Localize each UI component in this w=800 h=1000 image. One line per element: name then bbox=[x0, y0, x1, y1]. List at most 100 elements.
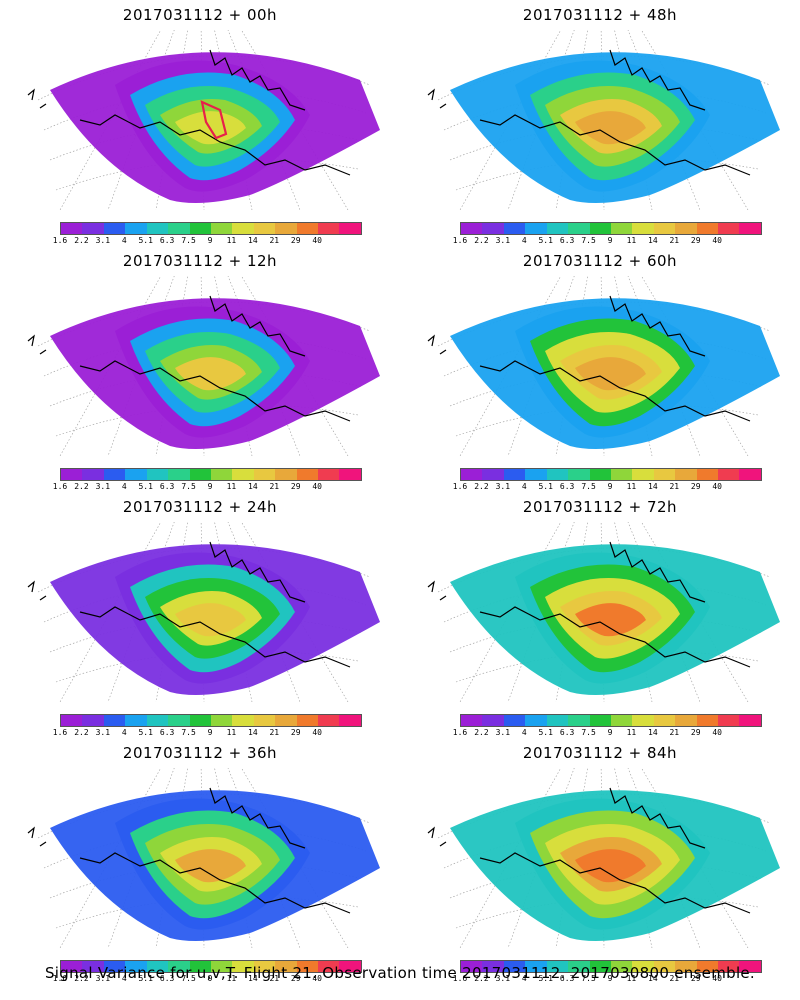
variance-contour-level bbox=[575, 849, 646, 883]
color-scale-ticks: 1.6 2.2 3.1 4 5.1 6.3 7.5 9 11 14 21 29 40 bbox=[53, 728, 360, 738]
color-swatch bbox=[589, 715, 611, 726]
color-swatch bbox=[546, 469, 569, 480]
color-swatch bbox=[653, 469, 676, 480]
panel-title: 2017031112 + 36h bbox=[122, 744, 278, 762]
color-scale-bar bbox=[60, 960, 362, 973]
color-swatch bbox=[546, 223, 569, 234]
color-swatch bbox=[103, 961, 126, 972]
color-scale-tick-label: 1.6 bbox=[452, 728, 468, 737]
color-scale-tick-label: 1.6 bbox=[452, 236, 468, 245]
forecast-panel-2: 2017031112 + 48h 1.6 2.2 3.1 4 5.1 6.3 7.5 9 11 1… bbox=[400, 0, 800, 246]
color-scale-tick-label: 7.5 bbox=[581, 482, 596, 491]
color-swatch bbox=[125, 223, 147, 234]
color-swatch bbox=[739, 715, 761, 726]
color-scale-tick-label: 21 bbox=[269, 974, 280, 983]
forecast-panel-1: 2017031112 + 00h 1.6 2.2 3.1 4 5.1 6.3 7.5 9 11 1… bbox=[0, 0, 400, 246]
color-scale-tick-label: 6.3 bbox=[559, 728, 575, 737]
color-scale-tick-label: 4 bbox=[121, 728, 127, 737]
color-scale-tick-label: 6.3 bbox=[559, 974, 575, 983]
color-scale-tick-label: 7.5 bbox=[181, 236, 196, 245]
variance-map bbox=[427, 276, 780, 456]
color-swatch bbox=[275, 469, 297, 480]
color-scale-tick-label: 4 bbox=[521, 974, 527, 983]
coastline bbox=[427, 88, 447, 109]
color-swatch bbox=[189, 469, 211, 480]
coastline bbox=[209, 541, 306, 603]
color-swatch bbox=[610, 469, 633, 480]
color-scale-ticks: 1.6 2.2 3.1 4 5.1 6.3 7.5 9 11 14 21 29 40 bbox=[453, 974, 760, 984]
color-scale-tick-label: 14 bbox=[248, 482, 258, 491]
color-scale-tick-label: 40 bbox=[312, 236, 322, 245]
color-swatch bbox=[103, 469, 126, 480]
color-scale-tick-label: 7.5 bbox=[581, 974, 596, 983]
color-swatch bbox=[482, 715, 504, 726]
variance-map bbox=[427, 522, 780, 702]
color-scale-tick-label: 21 bbox=[669, 236, 680, 245]
color-swatch bbox=[146, 469, 169, 480]
color-swatch bbox=[125, 961, 147, 972]
color-swatch bbox=[525, 223, 547, 234]
color-scale-tick-label: 4 bbox=[121, 974, 127, 983]
color-scale-tick-label: 14 bbox=[248, 728, 258, 737]
color-swatch bbox=[232, 469, 254, 480]
color-scale-tick-label: 29 bbox=[290, 482, 301, 491]
color-swatch bbox=[503, 223, 526, 234]
color-swatch bbox=[610, 223, 633, 234]
color-swatch bbox=[461, 223, 483, 234]
color-scale-tick-label: 9 bbox=[607, 728, 613, 737]
coastline bbox=[79, 360, 351, 422]
color-swatch bbox=[232, 961, 254, 972]
color-swatch bbox=[146, 961, 169, 972]
color-swatch bbox=[275, 961, 297, 972]
color-scale-tick-label: 21 bbox=[669, 482, 680, 491]
color-swatch bbox=[168, 223, 190, 234]
color-scale-bar bbox=[460, 960, 762, 973]
color-scale-tick-label: 21 bbox=[669, 974, 680, 983]
color-swatch bbox=[461, 961, 483, 972]
color-scale-tick-label: 21 bbox=[269, 236, 280, 245]
color-swatch bbox=[696, 469, 719, 480]
color-swatch bbox=[653, 961, 676, 972]
color-swatch bbox=[718, 961, 740, 972]
color-scale-tick-label: 9 bbox=[607, 236, 613, 245]
color-scale-tick-label: 9 bbox=[207, 728, 213, 737]
coastline bbox=[479, 360, 751, 422]
color-swatch bbox=[61, 469, 83, 480]
color-scale-tick-label: 2.2 bbox=[74, 728, 89, 737]
color-scale-tick-label: 2.2 bbox=[474, 482, 489, 491]
color-swatch bbox=[210, 961, 233, 972]
color-swatch bbox=[610, 961, 633, 972]
color-scale-tick-label: 3.1 bbox=[495, 974, 511, 983]
variance-map bbox=[27, 522, 380, 702]
color-swatch bbox=[461, 469, 483, 480]
color-scale-tick-label: 2.2 bbox=[474, 728, 489, 737]
coastline bbox=[609, 295, 706, 357]
color-swatch bbox=[339, 469, 361, 480]
color-swatch bbox=[296, 715, 319, 726]
coastline bbox=[27, 826, 47, 847]
color-swatch bbox=[253, 961, 276, 972]
color-scale-tick-label: 11 bbox=[626, 482, 637, 491]
color-scale-tick-label: 9 bbox=[607, 482, 613, 491]
forecast-panel-4: 2017031112 + 60h 1.6 2.2 3.1 4 5.1 6.3 7.5 9 11 1… bbox=[400, 246, 800, 492]
color-swatch bbox=[739, 223, 761, 234]
color-scale-tick-label: 29 bbox=[690, 728, 701, 737]
color-scale-tick-label: 14 bbox=[248, 974, 258, 983]
color-scale-tick-label: 40 bbox=[312, 974, 322, 983]
color-swatch bbox=[296, 223, 319, 234]
forecast-panel-6: 2017031112 + 72h 1.6 2.2 3.1 4 5.1 6.3 7.5 9 11 1… bbox=[400, 492, 800, 738]
color-swatch bbox=[82, 223, 104, 234]
color-scale-tick-label: 3.1 bbox=[95, 236, 111, 245]
color-scale-bar bbox=[460, 222, 762, 235]
color-swatch bbox=[568, 715, 590, 726]
color-scale-tick-label: 6.3 bbox=[159, 482, 175, 491]
color-swatch bbox=[525, 469, 547, 480]
graticule-line bbox=[107, 768, 175, 948]
color-swatch bbox=[61, 223, 83, 234]
variance-map bbox=[27, 30, 380, 210]
color-swatch bbox=[739, 961, 761, 972]
forecast-panel-3: 2017031112 + 12h 1.6 2.2 3.1 4 5.1 6.3 7.5 9 11 1… bbox=[0, 246, 400, 492]
color-scale-tick-label: 29 bbox=[690, 974, 701, 983]
coastline bbox=[79, 114, 351, 176]
color-scale-ticks: 1.6 2.2 3.1 4 5.1 6.3 7.5 9 11 14 21 29 40 bbox=[53, 974, 360, 984]
